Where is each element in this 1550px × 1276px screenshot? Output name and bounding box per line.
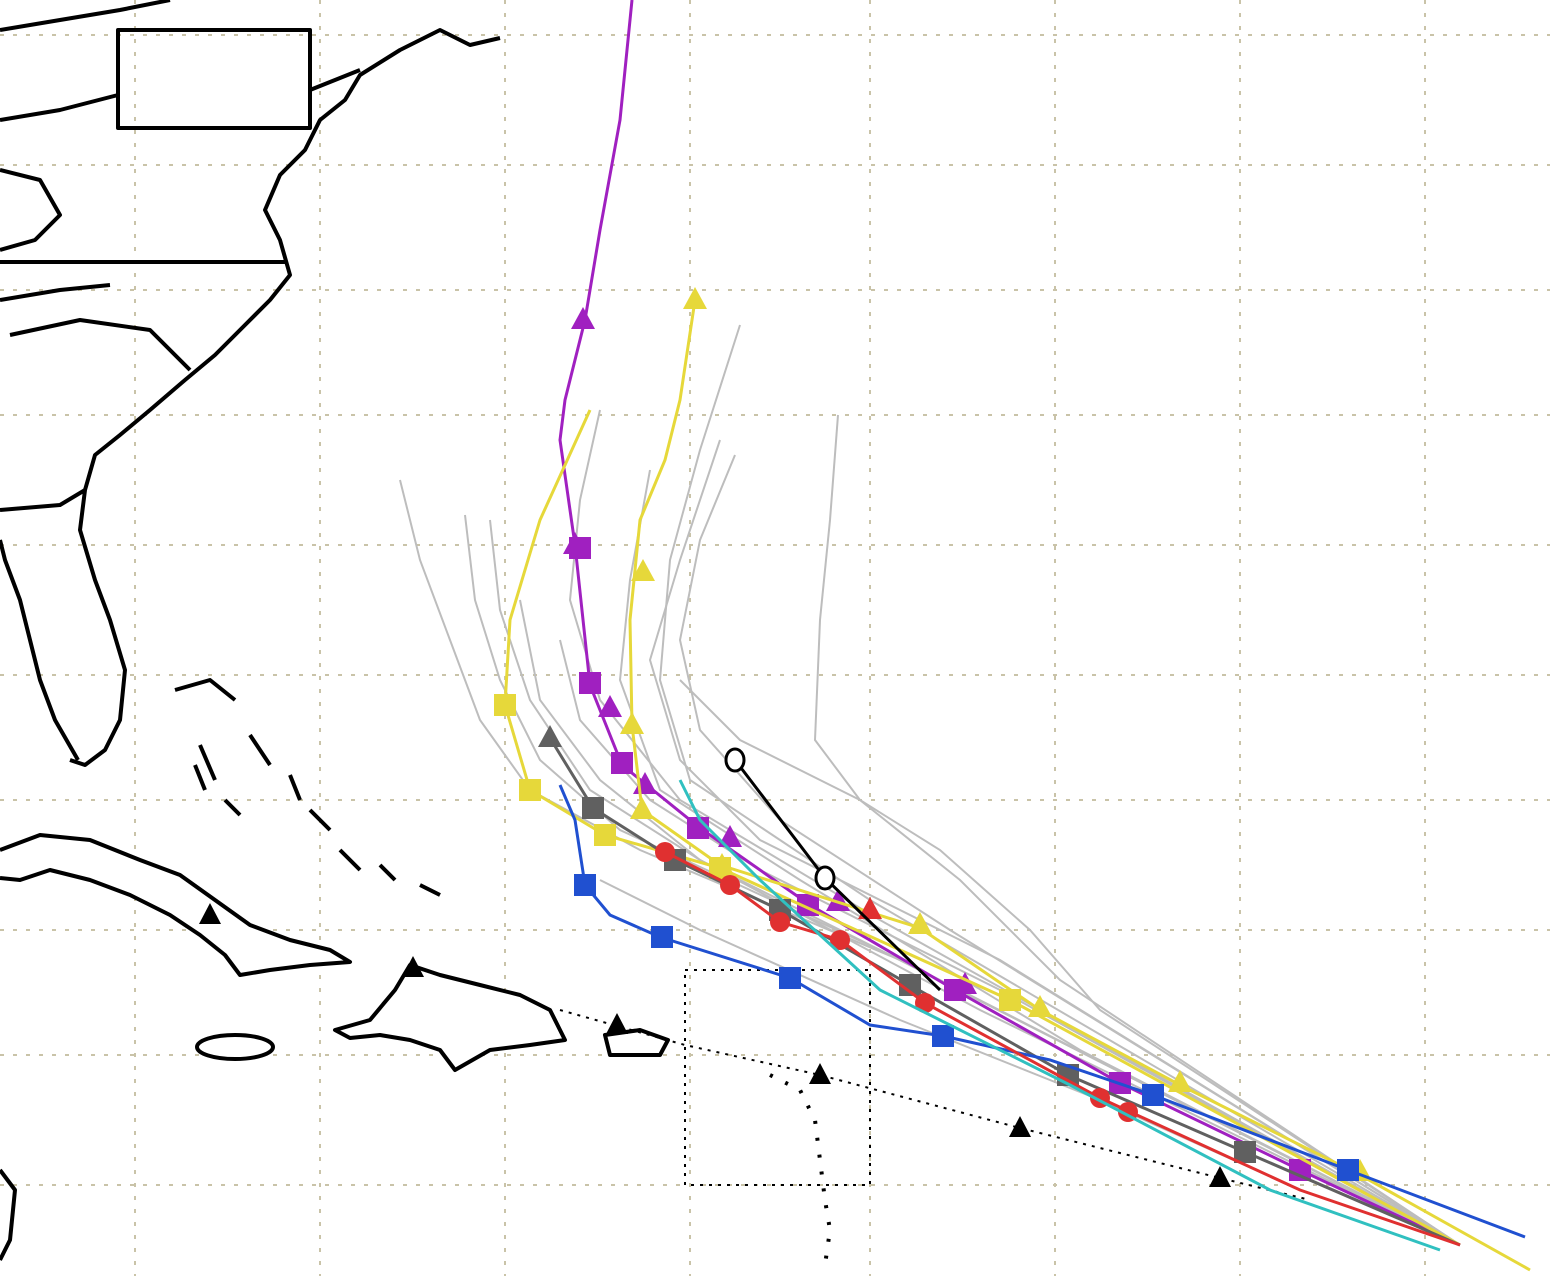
bahamas [0,678,441,1261]
marker [1209,1166,1231,1187]
marker [1009,1116,1031,1137]
track-marker [720,875,740,895]
track-marker [1234,1141,1256,1163]
track-marker [579,672,601,694]
track-marker [908,912,932,934]
track-marker [718,825,742,847]
track-marker [709,857,731,879]
coastline [0,0,501,767]
track-line [618,469,1461,1246]
track-marker [611,752,633,774]
marker [606,1013,628,1034]
track-marker [571,307,595,329]
track-marker [631,559,655,581]
track-marker [620,712,644,734]
track-marker [1142,1084,1164,1106]
track-marker [999,989,1021,1011]
track-line [813,414,1461,1246]
track-marker [574,874,596,896]
track-marker [683,287,707,309]
track-marker [598,695,622,717]
track-marker [724,747,746,773]
track-marker [1289,1159,1311,1181]
track-marker [814,865,836,891]
track-marker [594,824,616,846]
track-marker [655,842,675,862]
track-marker [630,797,654,819]
track-line [568,409,1461,1246]
border [0,28,361,512]
track-marker [899,974,921,996]
track-marker [1168,1070,1192,1092]
track-marker [651,926,673,948]
boundary [559,969,1311,1201]
track-marker [494,694,516,716]
track-marker [1337,1159,1359,1181]
track-line [648,439,1461,1246]
jamaica [195,1033,275,1061]
track-marker [858,897,882,919]
track-line [399,479,1461,1246]
track-marker [779,967,801,989]
track-marker [915,993,935,1013]
track-line [678,454,1461,1246]
marker [402,956,424,977]
track-marker [563,532,587,554]
tracks [199,0,1531,1272]
cuba [0,833,352,977]
marker [199,903,221,924]
track-marker [932,1025,954,1047]
track-line [664,850,1461,1247]
track-marker [687,817,709,839]
track-line [678,779,1441,1252]
track-marker [953,972,977,994]
marker [809,1063,831,1084]
track-marker [830,930,850,950]
track-line [679,679,1461,1246]
track-marker [582,797,604,819]
track-marker [538,725,562,747]
track-marker [770,912,790,932]
track-marker [519,779,541,801]
puerto-rico [603,1028,670,1057]
